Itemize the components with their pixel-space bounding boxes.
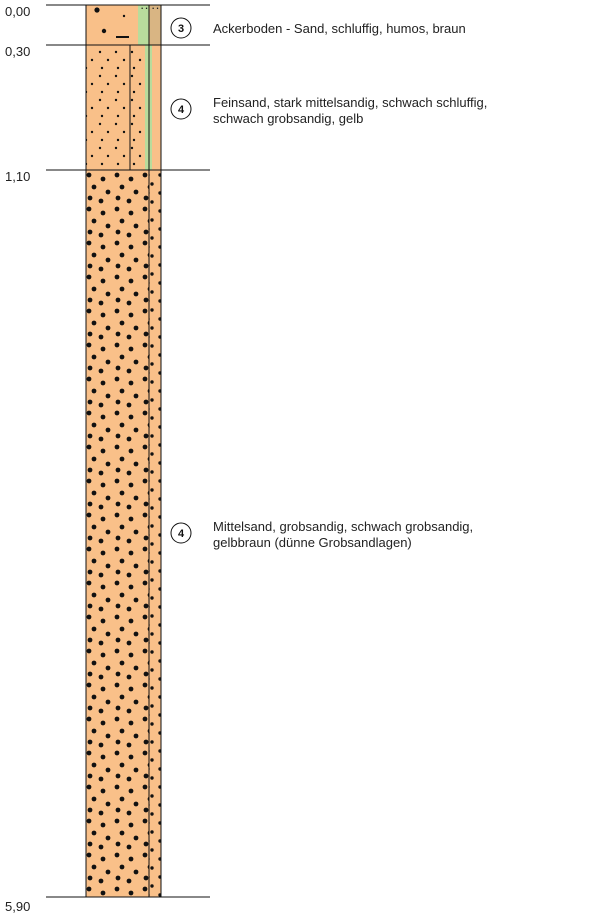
- soil-grain: [94, 7, 100, 13]
- silt-symbol: ··: [140, 0, 149, 15]
- layer-outline: [85, 169, 162, 898]
- layer-pattern: [86, 170, 149, 897]
- depth-label: 0,30: [5, 44, 30, 59]
- layer-3: [85, 169, 162, 898]
- layer-symbol-number: 4: [178, 528, 185, 540]
- stripe-sand: [152, 45, 161, 170]
- depth-label: 0,00: [5, 4, 30, 19]
- layer-description-line: Ackerboden - Sand, schluffig, humos, bra…: [213, 21, 466, 36]
- depth-label: 1,10: [5, 169, 30, 184]
- soil-grain: [122, 14, 126, 18]
- humus-mark: [116, 36, 129, 38]
- layer-description-line: gelbbraun (dünne Grobsandlagen): [213, 535, 412, 550]
- layer-symbol-circle: [170, 522, 192, 544]
- stripe-coarse: [149, 170, 161, 897]
- final-depth-label: 5,90: [5, 899, 30, 914]
- layer-symbol-number: 3: [178, 23, 184, 35]
- layer-symbol-circle: [170, 17, 192, 39]
- layer-description-line: Feinsand, stark mittelsandig, schwach sc…: [213, 95, 487, 110]
- soil-grain: [101, 28, 107, 34]
- labels-group: 0,00 3 Ackerboden - Sand, schluffig, humos…: [5, 4, 487, 914]
- layer-1: ·· ··: [85, 0, 162, 46]
- layer-description-line: schwach grobsandig, gelb: [213, 111, 363, 126]
- stripe-humus: [149, 5, 161, 45]
- layers-group: ·· ··: [85, 0, 162, 898]
- stripe-silt: [138, 5, 149, 45]
- layer-description-line: Mittelsand, grobsandig, schwach grobsand…: [213, 519, 473, 534]
- layer-pattern: [86, 45, 148, 170]
- layer-symbol-circle: [170, 98, 192, 120]
- humus-symbol: ··: [151, 0, 160, 15]
- layer-symbol-number: 4: [178, 104, 185, 116]
- layer-2: [85, 44, 162, 171]
